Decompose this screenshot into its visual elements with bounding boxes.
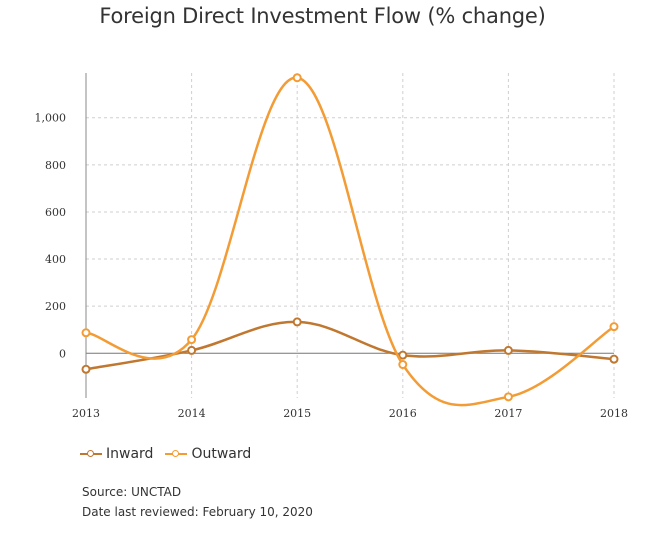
data-point-outward	[81, 328, 91, 338]
x-tick-label: 2017	[494, 407, 522, 420]
data-point-outward	[187, 335, 197, 345]
y-tick-label: 200	[45, 300, 66, 313]
x-tick-label: 2016	[389, 407, 417, 420]
x-tick-label: 2018	[600, 407, 628, 420]
chart-legend: Inward Outward	[80, 446, 251, 462]
data-point-inward	[292, 317, 302, 327]
legend-item-inward[interactable]: Inward	[80, 446, 153, 462]
legend-item-outward[interactable]: Outward	[165, 446, 251, 462]
source-note: Source: UNCTAD	[82, 485, 182, 499]
legend-swatch-outward	[165, 449, 188, 459]
x-tick-label: 2014	[178, 407, 206, 420]
data-point-outward	[503, 392, 513, 402]
data-point-outward	[609, 322, 619, 332]
data-point-outward	[292, 73, 302, 83]
data-point-inward	[398, 350, 408, 360]
x-tick-label: 2015	[283, 407, 311, 420]
y-tick-label: 1,000	[35, 112, 67, 125]
data-point-inward	[81, 364, 91, 374]
y-tick-label: 600	[45, 206, 66, 219]
y-tick-label: 0	[59, 347, 66, 360]
data-point-outward	[398, 360, 408, 370]
y-tick-label: 400	[45, 253, 66, 266]
y-tick-label: 800	[45, 159, 66, 172]
data-point-inward	[187, 345, 197, 355]
date-reviewed-note: Date last reviewed: February 10, 2020	[82, 505, 313, 519]
legend-swatch-inward	[80, 449, 102, 459]
legend-label-inward: Inward	[106, 446, 154, 462]
line-chart: 0 200 400 600 800 1,000 2013 2014 2015 2016 2017 20…	[35, 73, 628, 420]
series-line-inward	[85, 320, 615, 371]
chart-title: Foreign Direct Investment Flow (% change…	[99, 4, 546, 28]
legend-label-outward: Outward	[191, 446, 252, 462]
data-point-inward	[503, 345, 513, 355]
data-point-inward	[609, 354, 619, 364]
x-tick-label: 2013	[72, 407, 100, 420]
